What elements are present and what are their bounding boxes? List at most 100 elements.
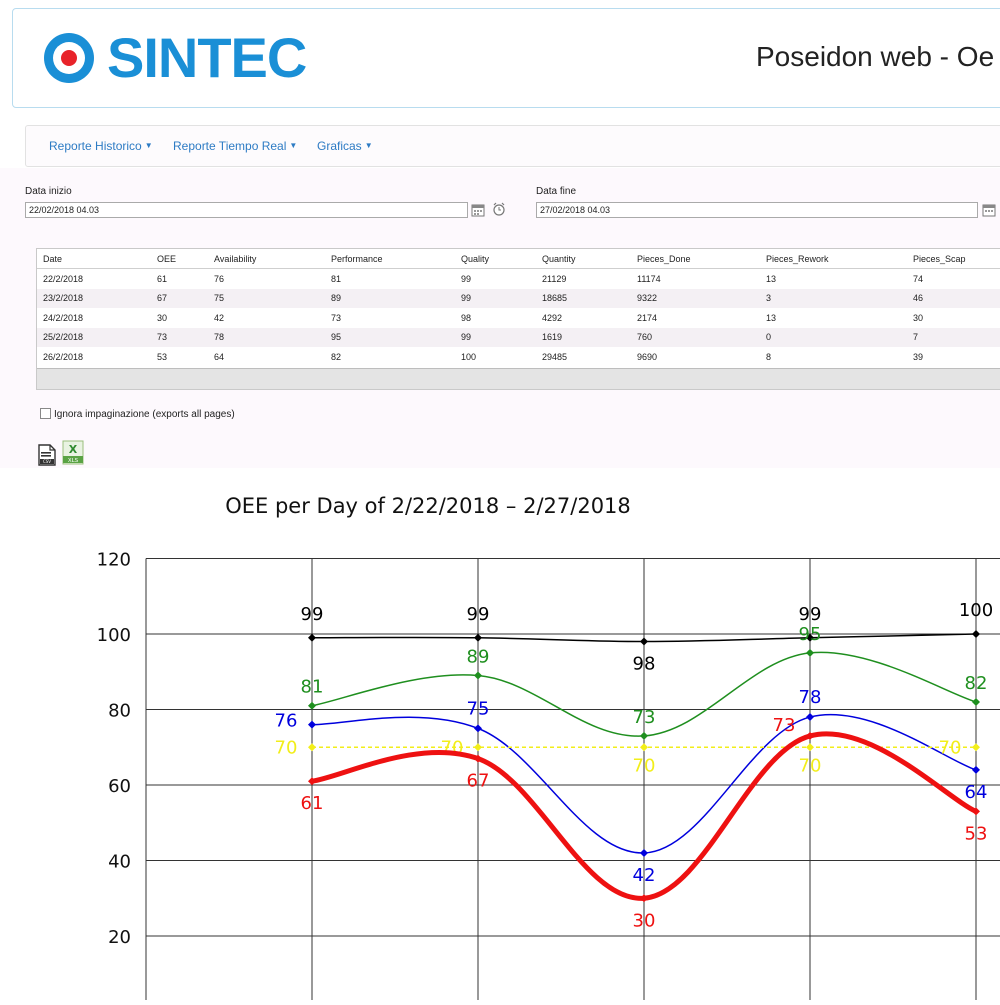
svg-text:X: X	[69, 443, 78, 456]
table-cell: 67	[151, 288, 208, 308]
alarm-clock-icon[interactable]	[492, 202, 506, 216]
table-cell: 76	[214, 273, 225, 284]
table-cell: 13	[766, 273, 777, 284]
table-cell: 13	[766, 312, 777, 323]
column-header[interactable]: Pieces_Rework	[760, 249, 907, 269]
nav-graficas[interactable]: Graficas ▼	[317, 139, 373, 153]
table-row[interactable]: 25/2/2018 73 78 95 99 1619 760 0 7	[37, 327, 1000, 347]
data-point-availability	[474, 724, 482, 733]
y-tick-label: 40	[108, 852, 131, 873]
end-date-label: Data fine	[536, 186, 577, 197]
data-point-availability	[640, 848, 648, 857]
page-title: Poseidon web - Oe	[756, 41, 995, 72]
table-cell: 3	[760, 288, 907, 308]
nav-label: Reporte Tiempo Real	[173, 139, 287, 153]
data-label-quality: 99	[467, 604, 490, 625]
table-cell: 9690	[637, 351, 658, 362]
table-cell: 73	[331, 312, 342, 323]
table-cell: 22/2/2018	[43, 273, 84, 284]
data-point-oee	[474, 754, 482, 763]
table-cell: 24/2/2018	[43, 312, 84, 323]
data-point-oee	[640, 894, 648, 903]
table-cell: 61	[157, 273, 168, 284]
column-header[interactable]: Performance	[325, 249, 455, 269]
table-row[interactable]: 24/2/2018 30 42 73 98 4292 2174 13 30	[37, 308, 1000, 328]
table-cell: 23/2/2018	[37, 288, 151, 308]
start-date-input[interactable]	[25, 202, 468, 218]
app-header: SINTEC Poseidon web - Oe	[12, 8, 1000, 108]
data-label-performance: 95	[799, 624, 822, 645]
csv-icon[interactable]: CSV	[38, 444, 56, 466]
caret-down-icon: ▼	[289, 141, 298, 150]
data-point-performance	[972, 697, 980, 706]
calendar-icon[interactable]	[982, 203, 996, 217]
nav-label: Graficas	[317, 139, 362, 153]
data-point-performance	[640, 731, 648, 740]
sintec-logo	[44, 33, 94, 83]
data-label-oee: 53	[965, 823, 988, 844]
data-label-performance: 89	[467, 647, 490, 668]
table-cell: 95	[325, 327, 455, 347]
y-tick-label: 20	[108, 927, 131, 948]
table-cell: 98	[461, 312, 472, 323]
table-cell: 39	[913, 351, 924, 362]
column-header[interactable]: Pieces_Done	[631, 249, 760, 269]
data-point-performance	[308, 701, 316, 710]
data-point-availability	[972, 765, 980, 774]
table-row[interactable]: 26/2/2018 53 64 82 100 29485 9690 8 39	[37, 347, 1000, 367]
ignore-paging-label: Ignora impaginazione (exports all pages)	[54, 409, 235, 420]
table-cell: 7	[907, 327, 1000, 347]
column-header[interactable]: Quantity	[536, 249, 631, 269]
column-header[interactable]: Date	[37, 249, 151, 269]
table-cell: 99	[461, 273, 472, 284]
table-cell: 75	[208, 288, 325, 308]
ignore-paging-checkbox[interactable]	[40, 408, 51, 419]
data-label-performance: 81	[301, 677, 324, 698]
table-cell: 81	[331, 273, 342, 284]
data-point-target	[972, 743, 980, 752]
xls-icon[interactable]: X XLS	[62, 440, 84, 465]
y-tick-label: 100	[97, 625, 131, 646]
table-cell: 99	[455, 327, 536, 347]
y-tick-label: 60	[108, 776, 131, 797]
column-header[interactable]: Availability	[208, 249, 325, 269]
data-point-target	[640, 743, 648, 752]
data-point-quality	[972, 630, 980, 638]
table-cell: 30	[157, 312, 168, 323]
table-row[interactable]: 22/2/2018 61 76 81 99 21129 11174 13 74	[37, 269, 1000, 289]
table-cell: 89	[325, 288, 455, 308]
data-label-availability: 76	[275, 711, 298, 732]
column-header[interactable]: Pieces_Scap	[907, 249, 1000, 269]
table-cell: 11174	[637, 273, 661, 284]
nav-reporte-tiempo-real[interactable]: Reporte Tiempo Real ▼	[173, 139, 297, 153]
ignore-paging-option[interactable]: Ignora impaginazione (exports all pages)	[40, 408, 235, 420]
nav-reporte-historico[interactable]: Reporte Historico ▼	[49, 139, 153, 153]
oee-line-chart: OEE per Day of 2/22/2018 – 2/27/2018 20 40…	[97, 494, 1000, 1000]
table-cell: 73	[151, 327, 208, 347]
table-cell: 0	[760, 327, 907, 347]
calendar-icon[interactable]	[471, 203, 485, 217]
table-cell: 99	[455, 288, 536, 308]
data-point-quality	[474, 633, 482, 642]
table-row[interactable]: 23/2/2018 67 75 89 99 18685 9322 3 46	[37, 288, 1000, 308]
table-cell: 78	[208, 327, 325, 347]
data-point-availability	[308, 720, 316, 729]
y-tick-label: 120	[97, 550, 131, 571]
table-cell: 64	[214, 351, 225, 362]
data-label-target: 70	[939, 737, 962, 758]
data-point-performance	[474, 671, 482, 680]
nav-label: Reporte Historico	[49, 139, 142, 153]
end-date-input[interactable]	[536, 202, 978, 218]
caret-down-icon: ▼	[364, 141, 373, 150]
svg-text:XLS: XLS	[68, 458, 79, 464]
column-header[interactable]: OEE	[151, 249, 208, 269]
data-point-availability	[806, 713, 814, 722]
table-cell: 29485	[542, 351, 568, 362]
data-label-quality: 100	[959, 600, 993, 621]
data-point-quality	[640, 637, 648, 646]
table-cell: 18685	[536, 288, 631, 308]
column-header[interactable]: Quality	[455, 249, 536, 269]
oee-data-table: Date OEE Availability Performance Qualit…	[36, 248, 1000, 390]
table-cell: 25/2/2018	[37, 327, 151, 347]
chart-title: OEE per Day of 2/22/2018 – 2/27/2018	[225, 494, 631, 518]
